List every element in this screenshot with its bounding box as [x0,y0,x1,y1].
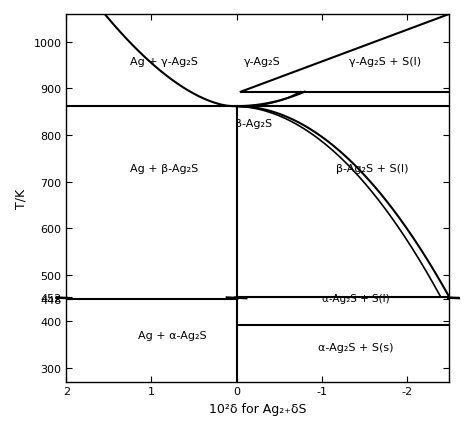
Text: β-Ag₂S: β-Ag₂S [235,119,272,129]
Text: β-Ag₂S + S(l): β-Ag₂S + S(l) [337,163,409,173]
Text: α-Ag₂S + S(l): α-Ag₂S + S(l) [322,293,390,303]
Text: Ag + β-Ag₂S: Ag + β-Ag₂S [130,163,198,173]
Text: γ-Ag₂S + S(l): γ-Ag₂S + S(l) [349,56,421,66]
Y-axis label: T/K: T/K [15,188,28,209]
Text: Ag + γ-Ag₂S: Ag + γ-Ag₂S [130,56,198,66]
Text: Ag + α-Ag₂S: Ag + α-Ag₂S [138,330,207,340]
X-axis label: 10²δ for Ag₂₊δS: 10²δ for Ag₂₊δS [209,402,307,415]
Text: γ-Ag₂S: γ-Ag₂S [244,56,281,66]
Text: α-Ag₂S + S(s): α-Ag₂S + S(s) [318,342,393,352]
